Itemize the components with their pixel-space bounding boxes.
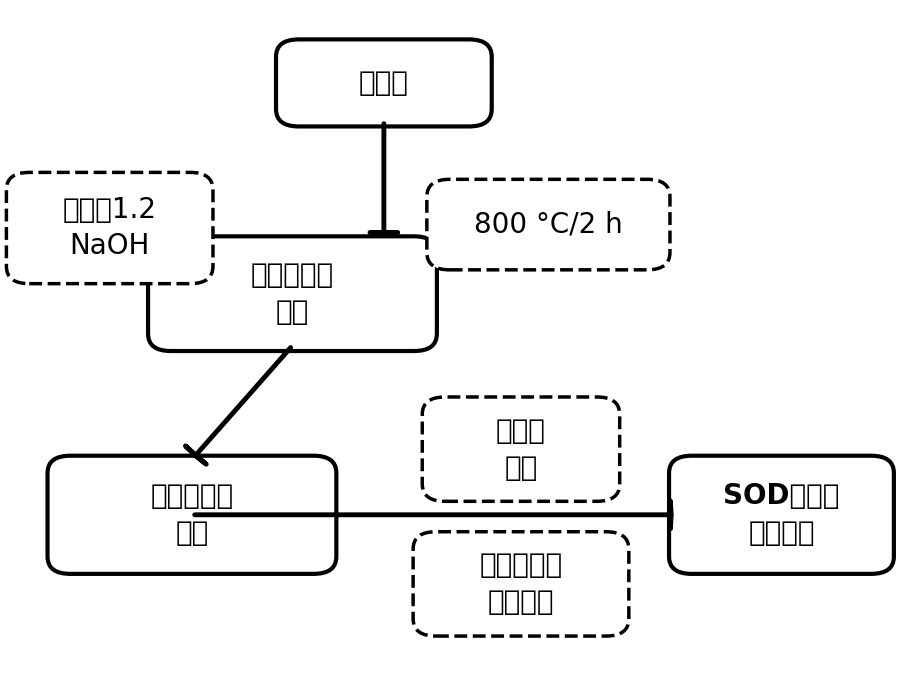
- Text: 碱熔活化煤
矸石: 碱熔活化煤 矸石: [151, 482, 233, 547]
- FancyBboxPatch shape: [427, 179, 670, 269]
- Text: 质量比1.2
NaOH: 质量比1.2 NaOH: [63, 196, 156, 261]
- Text: 晶化时间、
晶化温度: 晶化时间、 晶化温度: [480, 551, 562, 616]
- Text: 碱熔活化煤
矸石: 碱熔活化煤 矸石: [251, 261, 334, 326]
- Text: SOD型多孔
级分子筛: SOD型多孔 级分子筛: [723, 482, 840, 547]
- FancyBboxPatch shape: [148, 236, 437, 351]
- Text: 煤矸石: 煤矸石: [359, 69, 409, 97]
- Text: 800 °C/2 h: 800 °C/2 h: [474, 211, 622, 238]
- FancyBboxPatch shape: [48, 456, 336, 574]
- FancyBboxPatch shape: [422, 397, 620, 502]
- FancyBboxPatch shape: [6, 173, 213, 283]
- FancyBboxPatch shape: [413, 532, 629, 636]
- FancyBboxPatch shape: [669, 456, 894, 574]
- Text: 调节硅
铝比: 调节硅 铝比: [496, 417, 546, 482]
- FancyBboxPatch shape: [276, 39, 492, 126]
